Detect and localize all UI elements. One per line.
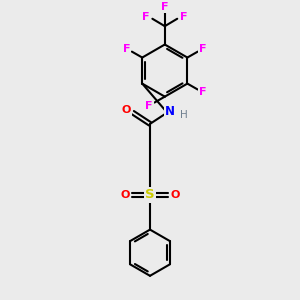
- Text: F: F: [180, 12, 188, 22]
- Text: S: S: [145, 188, 155, 202]
- Text: H: H: [180, 110, 187, 120]
- Text: F: F: [161, 2, 169, 13]
- Text: F: F: [199, 88, 207, 98]
- Text: F: F: [123, 44, 130, 54]
- Text: N: N: [165, 105, 175, 118]
- Text: F: F: [199, 44, 207, 54]
- Text: O: O: [122, 105, 131, 115]
- Text: O: O: [170, 190, 180, 200]
- Text: F: F: [146, 100, 153, 110]
- Text: O: O: [120, 190, 130, 200]
- Text: F: F: [142, 12, 150, 22]
